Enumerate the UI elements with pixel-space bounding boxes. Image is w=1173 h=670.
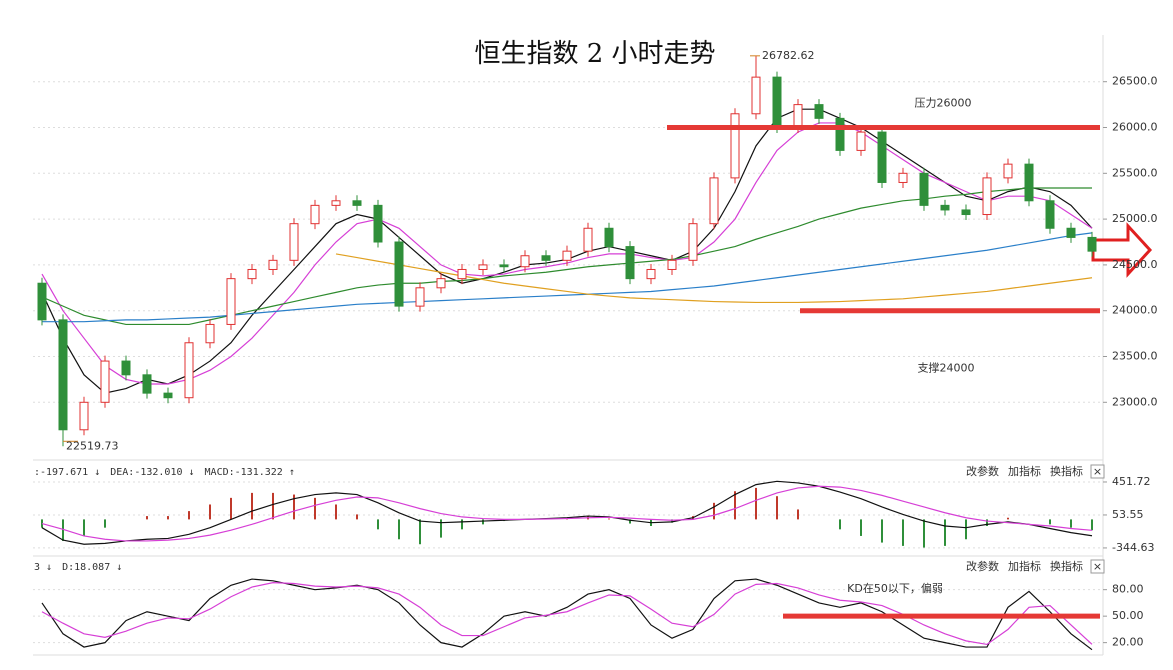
toolbar-button[interactable]: 换指标: [1050, 559, 1083, 573]
candle-body: [772, 76, 782, 129]
candle-body: [37, 282, 47, 321]
low-label: 22519.73: [66, 439, 119, 452]
candle-body: [1087, 236, 1097, 252]
high-label: 26782.62: [762, 49, 815, 62]
toolbar-button[interactable]: 改参数: [966, 464, 999, 478]
arrow-icon: [1091, 222, 1153, 278]
candle-body: [310, 204, 320, 225]
candle-body: [940, 204, 950, 211]
y-tick-label: 26000.0: [1112, 121, 1158, 134]
candle-body: [226, 278, 236, 325]
y-tick-label: 20.00: [1112, 636, 1144, 649]
candle-body: [121, 360, 131, 376]
candle-body: [163, 392, 173, 399]
ma-line: [41, 578, 1093, 651]
ma-line: [41, 187, 1092, 326]
chart-title: 恒生指数 2 小时走势: [474, 39, 715, 69]
candle-body: [1024, 163, 1034, 202]
candle-body: [415, 287, 425, 307]
close-button[interactable]: ×: [1093, 465, 1102, 478]
toolbar-button[interactable]: 加指标: [1008, 559, 1041, 573]
y-tick-label: 53.55: [1112, 508, 1144, 521]
y-tick-label: 23000.0: [1112, 395, 1158, 408]
y-tick-label: 25000.0: [1112, 212, 1158, 225]
close-button[interactable]: ×: [1093, 560, 1102, 573]
indicator-header: DEA:-132.010 ↓: [110, 467, 194, 478]
candle-body: [394, 241, 404, 307]
y-tick-label: 23500.0: [1112, 349, 1158, 362]
candle-body: [688, 223, 698, 261]
candle-body: [793, 104, 803, 129]
close-box[interactable]: [1090, 559, 1105, 574]
candle-body: [331, 200, 341, 206]
indicator-header: :-197.671 ↓: [34, 467, 100, 478]
candle-body: [961, 209, 971, 216]
y-tick-label: 50.00: [1112, 609, 1144, 622]
indicator-header: D:18.087 ↓: [62, 562, 122, 573]
resistance-label: 压力26000: [915, 97, 972, 110]
y-tick-label: 24000.0: [1112, 304, 1158, 317]
candle-body: [898, 172, 908, 183]
y-tick-label: 451.72: [1112, 475, 1151, 488]
candle-body: [625, 246, 635, 280]
toolbar-button[interactable]: 换指标: [1050, 464, 1083, 478]
candle-body: [1066, 227, 1076, 238]
y-tick-label: 25500.0: [1112, 166, 1158, 179]
ma-line: [42, 232, 1093, 323]
toolbar-button[interactable]: 加指标: [1008, 464, 1041, 478]
candle-body: [835, 117, 845, 151]
kd-label: KD在50以下，偏弱: [847, 581, 943, 595]
candle-body: [814, 104, 824, 119]
candle-body: [919, 172, 929, 206]
candle-body: [877, 131, 887, 183]
ma-line: [41, 582, 1093, 646]
candle-body: [289, 223, 299, 261]
candle-body: [583, 227, 593, 252]
candle-body: [58, 319, 68, 431]
candle-body: [562, 250, 572, 261]
candle-body: [982, 177, 992, 216]
indicator-header: MACD:-131.322 ↑: [205, 467, 295, 478]
y-tick-label: -344.63: [1112, 541, 1154, 554]
candle-body: [373, 204, 383, 243]
candle-body: [352, 200, 362, 206]
y-tick-label: 80.00: [1112, 583, 1144, 596]
y-tick-label: 24500.0: [1112, 258, 1158, 271]
candle-body: [247, 268, 257, 280]
candle-body: [268, 259, 278, 270]
candle-body: [100, 360, 110, 403]
candle-body: [667, 259, 677, 270]
candle-body: [436, 278, 446, 289]
candle-body: [79, 401, 89, 431]
candle-body: [751, 76, 761, 115]
candle-body: [184, 342, 194, 399]
candle-body: [205, 323, 215, 344]
ma-line: [41, 485, 1093, 542]
close-box[interactable]: [1090, 464, 1105, 479]
candle-body: [1045, 200, 1055, 229]
indicator-header: 3 ↓: [34, 562, 52, 573]
candle-body: [709, 177, 719, 225]
ma-line: [41, 480, 1093, 545]
candle-body: [142, 374, 152, 394]
candle-body: [499, 264, 509, 268]
candle-body: [730, 113, 740, 179]
candle-body: [541, 255, 551, 261]
toolbar-button[interactable]: 改参数: [966, 559, 999, 573]
candle-body: [856, 131, 866, 151]
support-label: 支撑24000: [918, 361, 975, 375]
candle-body: [478, 264, 488, 270]
candle-body: [457, 268, 467, 280]
candle-body: [604, 227, 614, 248]
candle-body: [1003, 163, 1013, 179]
candle-body: [520, 255, 530, 268]
y-tick-label: 26500.0: [1112, 75, 1158, 88]
candle-body: [646, 268, 656, 280]
